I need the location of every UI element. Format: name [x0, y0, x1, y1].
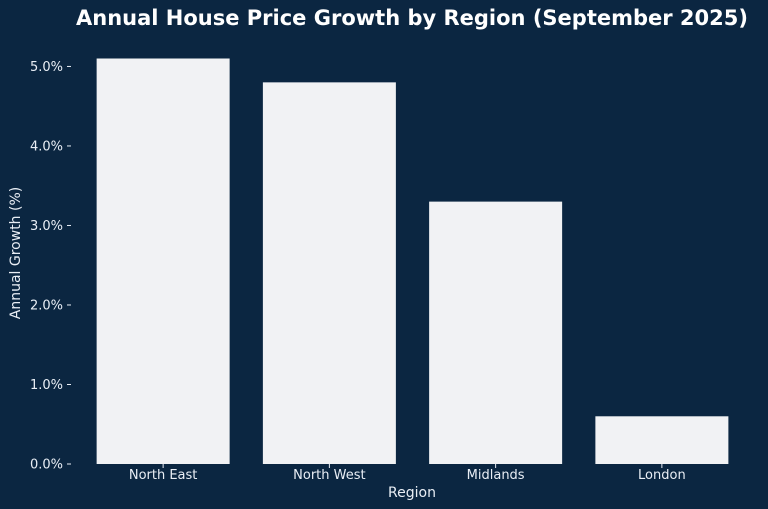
y-tick-label-0: 0.0% — [30, 458, 63, 473]
chart-title: Annual House Price Growth by Region (Sep… — [76, 6, 748, 30]
x-tick-label-midlands: Midlands — [467, 468, 525, 483]
x-tick-label-north-west: North West — [293, 468, 365, 483]
y-axis-label: Annual Growth (%) — [8, 187, 24, 319]
y-tick-label-2: 2.0% — [30, 298, 63, 313]
y-tick-label-3: 3.0% — [30, 219, 63, 234]
bar-north-west — [262, 82, 396, 464]
x-axis-label: Region — [388, 485, 436, 501]
x-tick-label-north-east: North East — [129, 468, 198, 483]
y-tick-label-5: 5.0% — [30, 60, 63, 75]
y-ticks-group: 0.0% 1.0% 2.0% 3.0% 4.0% 5.0% — [30, 60, 71, 473]
bars-group — [96, 58, 729, 464]
x-ticks-group: North East North West Midlands London — [129, 464, 686, 483]
y-tick-label-1: 1.0% — [30, 378, 63, 393]
x-tick-label-london: London — [638, 468, 686, 483]
bar-london — [595, 416, 729, 464]
bar-midlands — [429, 201, 563, 464]
bar-north-east — [96, 58, 230, 464]
y-tick-label-4: 4.0% — [30, 139, 63, 154]
